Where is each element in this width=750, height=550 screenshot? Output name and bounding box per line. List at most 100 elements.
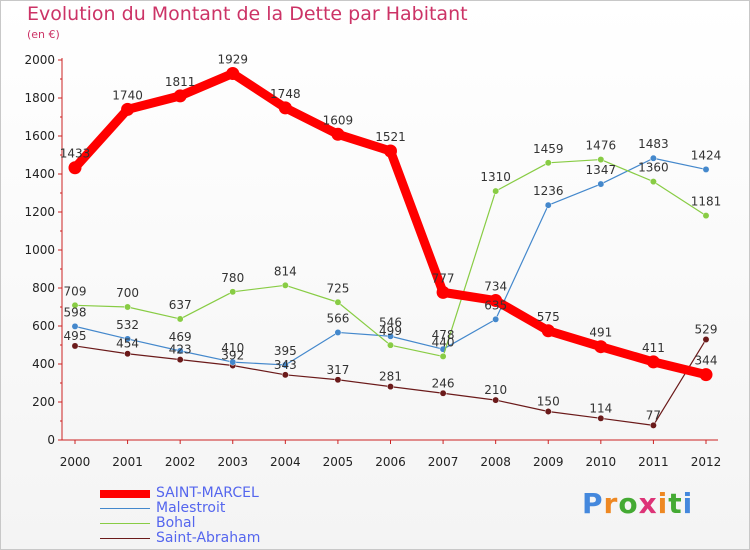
y-tick-label: 2000 xyxy=(24,53,55,67)
data-label: 392 xyxy=(221,349,244,363)
legend-label: Malestroit xyxy=(156,500,226,516)
data-label: 637 xyxy=(169,298,192,312)
data-point xyxy=(281,371,289,379)
data-label: 1360 xyxy=(638,161,669,175)
data-point xyxy=(646,355,660,369)
data-point xyxy=(702,165,710,173)
x-tick-label: 2004 xyxy=(270,455,301,469)
x-tick-label: 2012 xyxy=(691,455,722,469)
data-point xyxy=(597,180,605,188)
data-label: 1310 xyxy=(480,170,511,184)
legend-label: Saint-Abraham xyxy=(156,530,261,546)
legend-swatch xyxy=(100,490,150,498)
data-point xyxy=(281,361,289,369)
data-label: 566 xyxy=(326,311,349,325)
x-tick-label: 2011 xyxy=(638,455,669,469)
data-point xyxy=(334,376,342,384)
logo-letter: t xyxy=(668,487,683,520)
data-label: 281 xyxy=(379,370,402,384)
data-point xyxy=(281,281,289,289)
data-label: 499 xyxy=(379,324,402,338)
legend-label: SAINT-MARCEL xyxy=(156,485,259,501)
data-point xyxy=(173,89,187,103)
data-label: 1929 xyxy=(217,52,248,66)
data-label: 114 xyxy=(589,401,612,415)
data-point xyxy=(331,127,345,141)
data-label: 1748 xyxy=(270,87,301,101)
logo-letter: x xyxy=(638,487,658,520)
data-label: 529 xyxy=(695,322,718,336)
data-label: 150 xyxy=(537,395,560,409)
x-tick-label: 2002 xyxy=(165,455,196,469)
chart-subtitle: (en €) xyxy=(27,28,60,41)
x-tick-label: 2000 xyxy=(60,455,91,469)
y-tick-label: 800 xyxy=(32,281,55,295)
data-point xyxy=(387,383,394,391)
data-point xyxy=(649,154,657,162)
data-point xyxy=(71,322,79,330)
legend-swatch xyxy=(100,508,150,509)
data-point xyxy=(71,301,79,309)
data-label: 411 xyxy=(642,341,665,355)
data-label: 725 xyxy=(326,281,349,295)
logo-letter: i xyxy=(657,487,669,520)
data-point xyxy=(439,352,447,360)
data-label: 469 xyxy=(169,330,192,344)
data-label: 1347 xyxy=(586,163,617,177)
data-point xyxy=(702,212,710,220)
x-tick-label: 2005 xyxy=(323,455,354,469)
data-label: 495 xyxy=(64,329,87,343)
data-point xyxy=(597,414,605,422)
data-label: 1424 xyxy=(691,148,722,162)
data-label: 546 xyxy=(379,315,402,329)
logo-letter: o xyxy=(618,487,639,520)
x-tick-label: 2007 xyxy=(428,455,459,469)
data-label: 700 xyxy=(116,286,139,300)
data-label: 780 xyxy=(221,271,244,285)
y-tick-label: 1600 xyxy=(24,129,55,143)
y-tick-label: 1200 xyxy=(24,205,55,219)
data-label: 575 xyxy=(537,310,560,324)
data-point xyxy=(176,347,184,355)
data-point xyxy=(492,396,500,404)
data-label: 423 xyxy=(169,343,192,357)
data-point xyxy=(334,298,342,306)
data-label: 1236 xyxy=(533,184,564,198)
data-point xyxy=(229,358,237,366)
data-label: 598 xyxy=(64,305,87,319)
data-point xyxy=(71,342,79,350)
data-label: 210 xyxy=(484,383,507,397)
logo-letter: i xyxy=(682,487,694,520)
data-point xyxy=(544,201,552,209)
data-label: 709 xyxy=(64,284,87,298)
data-point xyxy=(124,335,132,343)
data-label: 1483 xyxy=(638,137,669,151)
data-label: 454 xyxy=(116,337,139,351)
data-label: 246 xyxy=(432,376,455,390)
data-point xyxy=(278,101,292,115)
data-point xyxy=(439,389,447,397)
data-point xyxy=(387,332,394,340)
data-point xyxy=(544,408,552,415)
data-label: 440 xyxy=(432,335,455,349)
data-label: 734 xyxy=(484,280,507,294)
data-point xyxy=(68,161,82,175)
x-tick-label: 2006 xyxy=(375,455,406,469)
y-tick-label: 1800 xyxy=(24,91,55,105)
data-point xyxy=(226,66,240,80)
legend-swatch xyxy=(100,523,150,524)
data-label: 410 xyxy=(221,341,244,355)
data-label: 1609 xyxy=(323,113,354,127)
x-tick-label: 2010 xyxy=(586,455,617,469)
data-point xyxy=(334,329,342,336)
x-tick-label: 2009 xyxy=(533,455,564,469)
data-label: 344 xyxy=(695,354,718,368)
data-point xyxy=(176,315,184,323)
data-label: 317 xyxy=(326,363,349,377)
data-point xyxy=(124,303,132,311)
logo-letter: r xyxy=(603,487,619,520)
data-point xyxy=(492,187,500,195)
data-point xyxy=(121,102,135,116)
